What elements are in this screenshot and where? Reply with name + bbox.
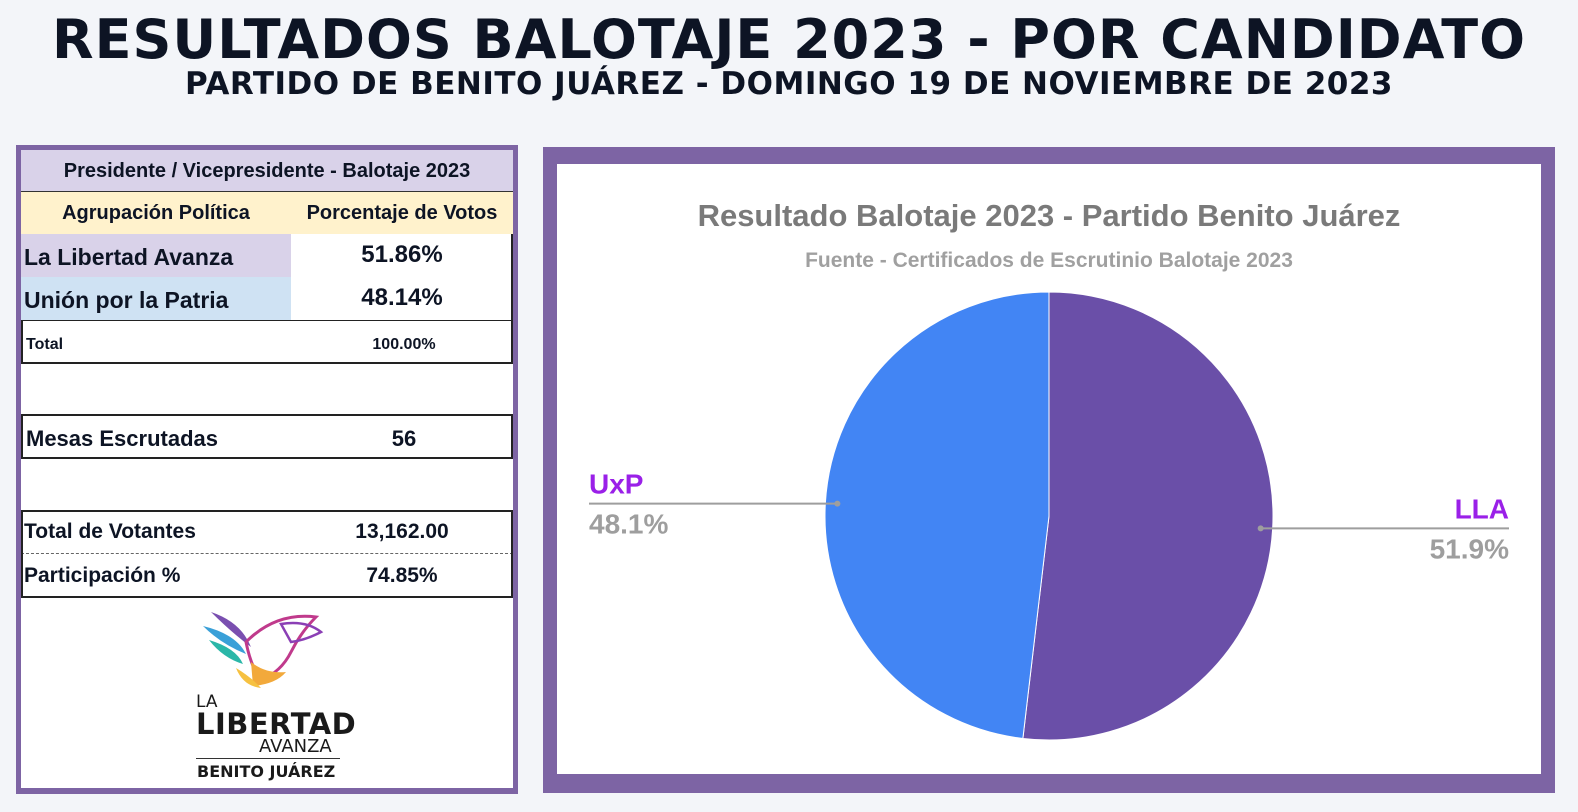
- page-subtitle: PARTIDO DE BENITO JUÁREZ - DOMINGO 19 DE…: [185, 66, 1393, 102]
- logo-text-la: LA: [196, 692, 218, 712]
- table-row-votantes: Total de Votantes 13,162.00: [21, 510, 513, 554]
- slice-percent-label: 51.9%: [1430, 533, 1509, 564]
- total-value: 100.00%: [372, 336, 436, 353]
- pie-labels: LLA 51.9% UxP 48.1%: [589, 469, 1509, 564]
- party-name: La Libertad Avanza: [21, 234, 291, 277]
- party-name: Unión por la Patria: [21, 277, 291, 320]
- total-label: Total: [26, 336, 64, 353]
- pie-slice-lla: [1022, 291, 1274, 741]
- eagle-logo-icon: [203, 612, 324, 688]
- table-row-total: Total 100.00%: [21, 320, 513, 364]
- party-percent: 48.14%: [361, 284, 443, 311]
- participacion-value: 74.85%: [366, 564, 438, 587]
- pie-slices: [824, 291, 1274, 741]
- participacion-label: Participación %: [24, 564, 181, 587]
- table-row-mesas: Mesas Escrutadas 56: [21, 414, 513, 459]
- party-percent: 51.86%: [361, 241, 443, 268]
- chart-subtitle: Fuente - Certificados de Escrutinio Balo…: [805, 249, 1293, 272]
- votantes-value: 13,162.00: [355, 520, 449, 543]
- chart-panel: Resultado Balotaje 2023 - Partido Benito…: [543, 147, 1555, 793]
- column-header-party: Agrupación Política: [21, 192, 291, 234]
- table-row-uxp: Unión por la Patria 48.14%: [21, 277, 513, 320]
- table-row-lla: La Libertad Avanza 51.86%: [21, 234, 513, 277]
- page-title: RESULTADOS BALOTAJE 2023 - POR CANDIDATO: [52, 8, 1526, 71]
- slice-percent-label: 48.1%: [589, 509, 668, 540]
- slice-name-label: LLA: [1455, 493, 1509, 524]
- logo-text-benito-juarez: BENITO JUÁREZ: [197, 762, 336, 781]
- pie-slice-uxp: [824, 291, 1050, 740]
- logo-divider: [196, 758, 340, 759]
- table-row-participacion: Participación % 74.85%: [21, 553, 513, 598]
- logo-text-libertad: LIBERTAD: [196, 707, 357, 741]
- column-header-percent: Porcentaje de Votos: [291, 192, 513, 234]
- results-table: Presidente / Vicepresidente - Balotaje 2…: [21, 150, 513, 788]
- votantes-label: Total de Votantes: [24, 520, 196, 543]
- logo-text-avanza: AVANZA: [259, 736, 332, 757]
- slice-name-label: UxP: [589, 469, 643, 500]
- mesas-label: Mesas Escrutadas: [26, 426, 218, 451]
- chart-title: Resultado Balotaje 2023 - Partido Benito…: [698, 198, 1401, 233]
- results-table-panel: Presidente / Vicepresidente - Balotaje 2…: [16, 145, 518, 794]
- table-title: Presidente / Vicepresidente - Balotaje 2…: [21, 150, 513, 192]
- mesas-value: 56: [391, 426, 417, 451]
- pie-chart: Resultado Balotaje 2023 - Partido Benito…: [589, 198, 1509, 741]
- pie-chart-area: Resultado Balotaje 2023 - Partido Benito…: [557, 164, 1541, 774]
